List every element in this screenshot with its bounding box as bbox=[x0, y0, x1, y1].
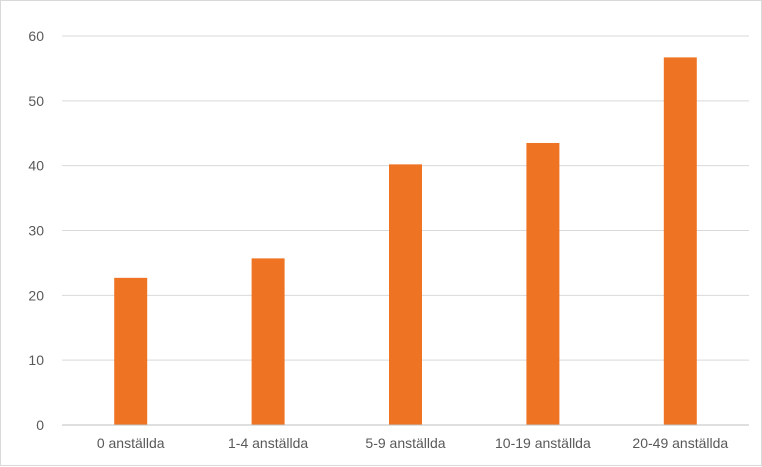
x-tick-label: 0 anställda bbox=[97, 435, 165, 451]
x-tick-label: 20-49 anställda bbox=[632, 435, 728, 451]
x-tick-label: 5-9 anställda bbox=[365, 435, 445, 451]
bar bbox=[389, 164, 422, 425]
bar bbox=[251, 258, 285, 425]
bar bbox=[526, 142, 560, 425]
y-tick-label: 60 bbox=[28, 28, 44, 44]
y-tick-label: 30 bbox=[28, 223, 44, 239]
bars bbox=[114, 57, 697, 426]
x-tick-label: 1-4 anställda bbox=[228, 435, 308, 451]
y-tick-label: 0 bbox=[36, 417, 44, 433]
x-tick-labels: 0 anställda 1-4 anställda 5-9 anställda 10-… bbox=[97, 435, 729, 451]
y-tick-label: 40 bbox=[28, 158, 44, 174]
y-tick-label: 20 bbox=[28, 287, 44, 303]
y-tick-label: 10 bbox=[28, 352, 44, 368]
bar bbox=[114, 277, 148, 425]
y-tick-label: 50 bbox=[28, 93, 44, 109]
bar bbox=[663, 57, 697, 426]
x-tick-label: 10-19 anställda bbox=[495, 435, 591, 451]
y-tick-labels: 0 10 20 30 40 50 60 bbox=[28, 28, 44, 433]
